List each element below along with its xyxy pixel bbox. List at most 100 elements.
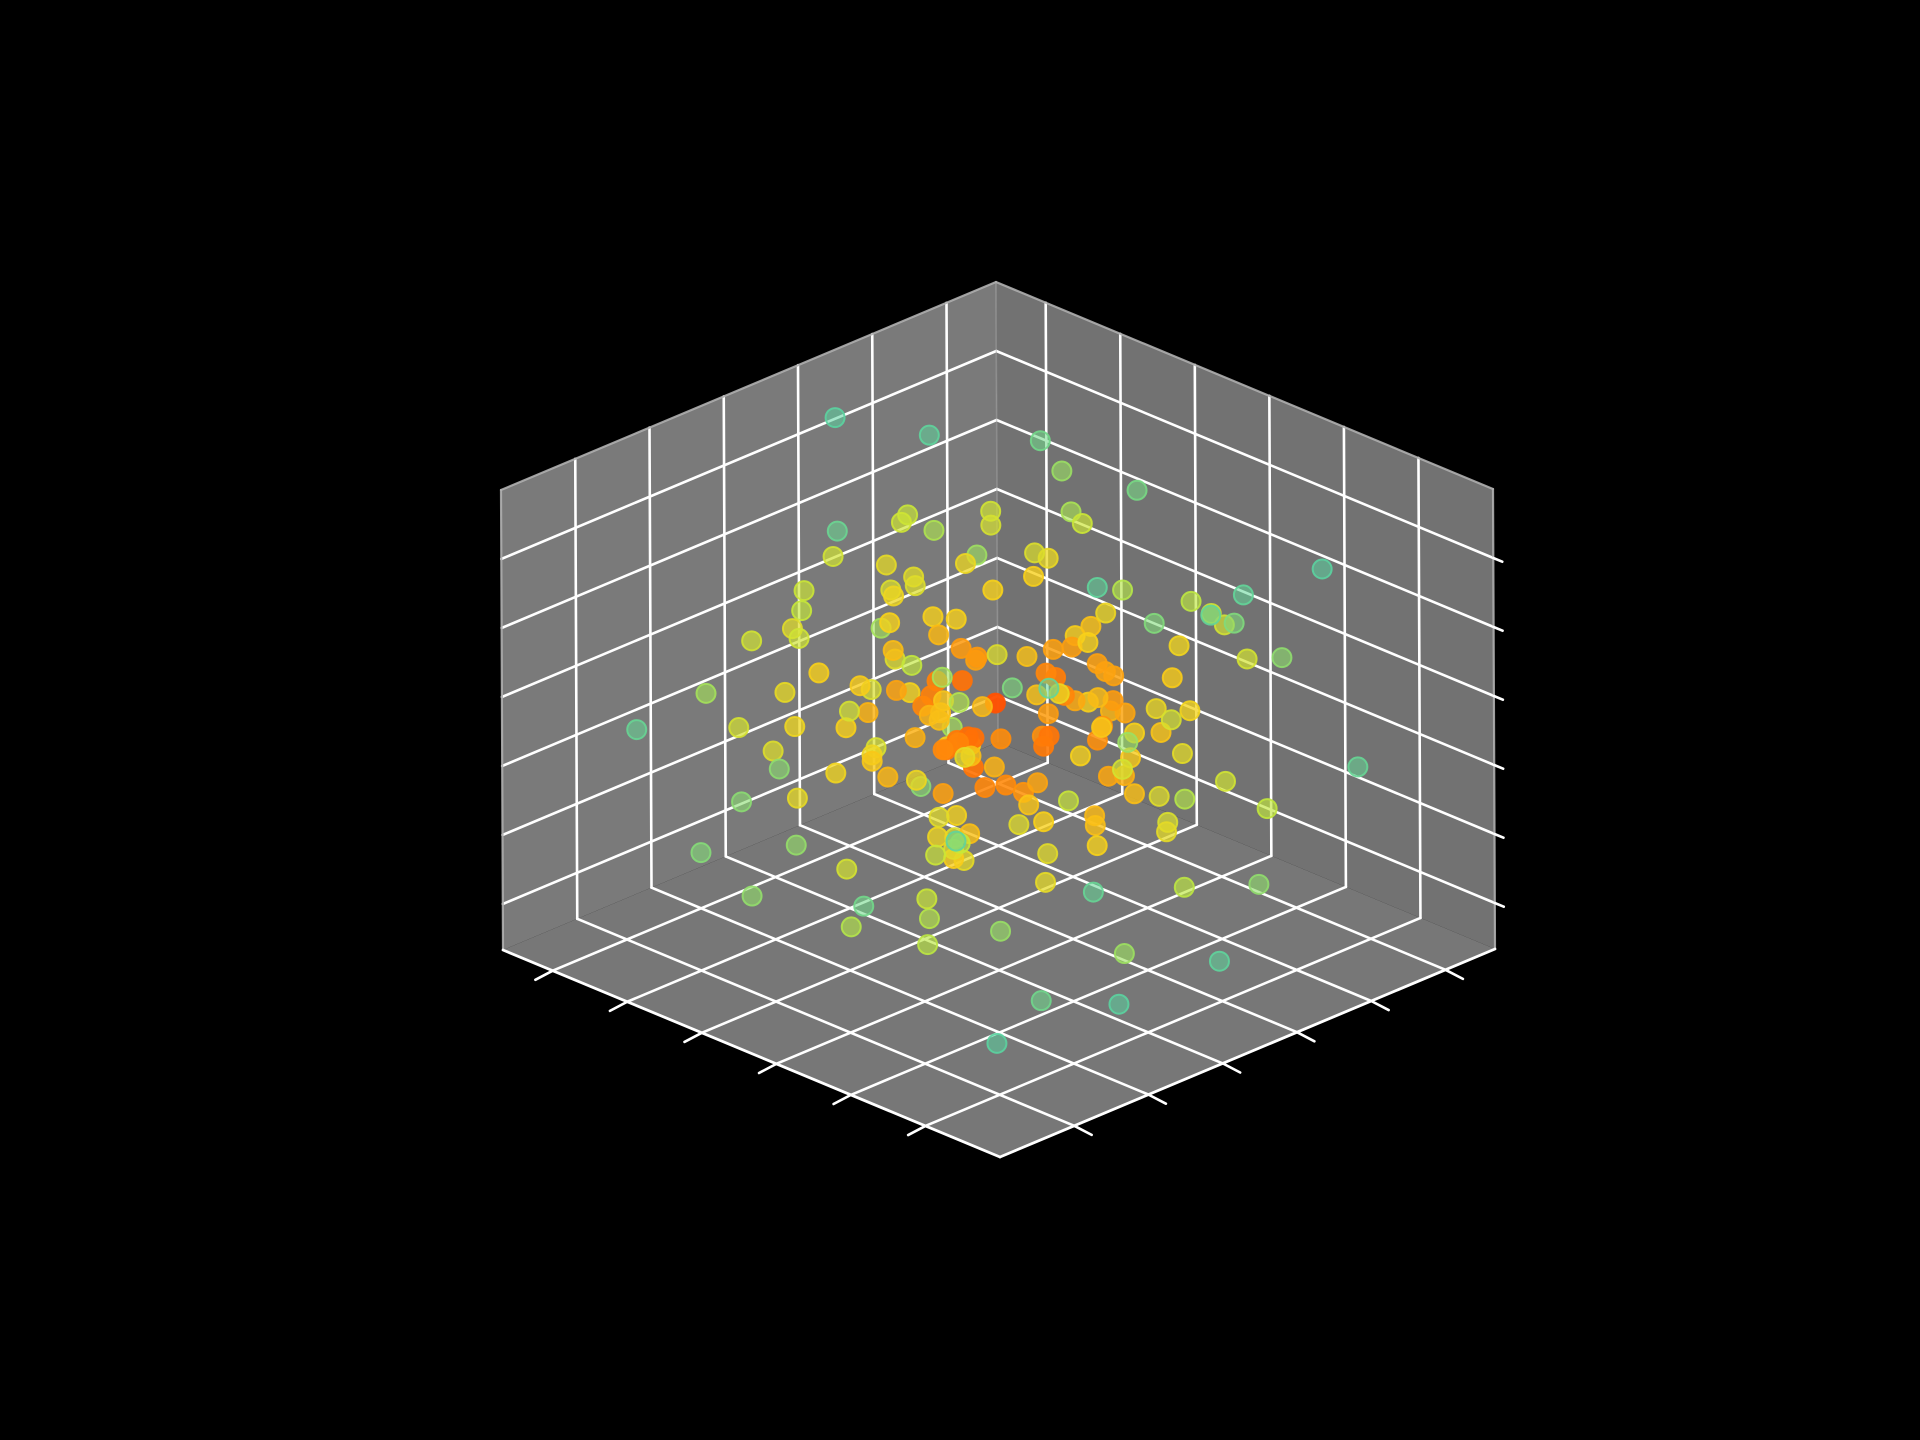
- data-point-119: [1035, 871, 1057, 893]
- grid-floor-x-5: [575, 917, 1076, 1128]
- data-point-171: [690, 842, 712, 864]
- data-point-137: [916, 888, 938, 910]
- data-point-196: [825, 762, 847, 784]
- data-point-3: [774, 681, 796, 703]
- data-point-159: [905, 769, 927, 791]
- grid-right-y-4: [1342, 425, 1348, 889]
- data-point-71: [1038, 677, 1060, 699]
- data-point-163: [1180, 590, 1202, 612]
- tick-x-3: [1221, 1062, 1242, 1074]
- data-point-133: [1086, 653, 1108, 675]
- data-point-161: [1084, 814, 1106, 836]
- data-point-124: [922, 606, 944, 628]
- data-point-141: [1223, 612, 1245, 634]
- data-point-177: [1029, 430, 1051, 452]
- data-point-194: [1008, 814, 1030, 836]
- data-point-87: [1236, 648, 1258, 670]
- data-point-35: [1179, 700, 1201, 722]
- grid-floor-y-4: [849, 885, 1348, 1097]
- data-point-1: [1082, 881, 1104, 903]
- tick-x-2: [1295, 1030, 1316, 1043]
- data-point-103: [1171, 743, 1193, 765]
- grid-right-z-1: [996, 625, 1496, 836]
- data-point-44: [875, 554, 897, 576]
- data-point-193: [954, 552, 976, 574]
- data-point-110: [1030, 990, 1052, 1012]
- grid-floor-x-2: [798, 823, 1299, 1034]
- data-point-147: [1051, 460, 1073, 482]
- data-point-43: [950, 637, 972, 659]
- pane-edge-right-outer: [1491, 487, 1497, 951]
- tick-y-4: [832, 1093, 853, 1106]
- data-point-106: [853, 895, 875, 917]
- grid-floor-y-0: [551, 761, 1049, 973]
- axis-x-front: [501, 948, 1002, 1159]
- data-point-93: [861, 750, 883, 772]
- data-point-192: [695, 682, 717, 704]
- tick-z-2: [1492, 763, 1505, 771]
- grid-right-z-4: [995, 418, 1495, 629]
- data-point-52: [951, 670, 973, 692]
- data-point-56: [1112, 579, 1134, 601]
- data-point-131: [990, 728, 1012, 750]
- data-point-100: [784, 716, 806, 738]
- data-point-174: [1018, 794, 1040, 816]
- data-point-4: [1208, 950, 1230, 972]
- data-point-9: [918, 424, 940, 446]
- data-point-143: [928, 624, 950, 646]
- grid-right-y-5: [1417, 456, 1422, 920]
- data-point-168: [1037, 703, 1059, 725]
- data-point-96: [728, 717, 750, 739]
- data-point-49: [808, 662, 830, 684]
- data-point-54: [1256, 798, 1278, 820]
- data-point-165: [1145, 698, 1167, 720]
- data-point-188: [1311, 558, 1333, 580]
- data-point-160: [946, 804, 968, 826]
- data-point-173: [882, 639, 904, 661]
- tick-x-0: [1444, 968, 1465, 981]
- tick-x-4: [1147, 1093, 1168, 1105]
- data-point-180: [980, 514, 1002, 536]
- data-point-46: [791, 600, 813, 622]
- data-point-38: [1123, 783, 1145, 805]
- data-point-40: [966, 646, 988, 668]
- data-point-189: [923, 519, 945, 541]
- data-point-181: [1024, 542, 1046, 564]
- data-point-139: [1037, 843, 1059, 865]
- data-point-59: [788, 627, 810, 649]
- data-point-130: [785, 834, 807, 856]
- axis-y-front: [998, 947, 1497, 1159]
- tick-y-2: [683, 1031, 704, 1044]
- data-point-170: [1200, 604, 1222, 626]
- data-point-55: [945, 608, 967, 630]
- data-point-146: [1027, 772, 1049, 794]
- data-point-0: [931, 666, 953, 688]
- data-point-98: [1091, 716, 1113, 738]
- data-point-12: [1033, 811, 1055, 833]
- data-point-190: [836, 858, 858, 880]
- data-point-109: [971, 696, 993, 718]
- pane-edge-left-outer: [499, 488, 505, 952]
- data-point-84: [824, 407, 846, 429]
- pane-edge-left-top: [499, 280, 998, 492]
- data-point-132: [1042, 638, 1064, 660]
- data-point-72: [1087, 687, 1109, 709]
- data-point-11: [1148, 785, 1170, 807]
- data-point-195: [1016, 645, 1038, 667]
- data-point-13: [1160, 709, 1182, 731]
- tick-y-0: [534, 969, 555, 982]
- data-point-101: [786, 787, 808, 809]
- grid-floor-x-4: [650, 886, 1150, 1096]
- data-point-37: [890, 511, 912, 533]
- data-point-10: [793, 580, 815, 602]
- tick-x-1: [1369, 999, 1390, 1012]
- data-point-90: [1113, 943, 1135, 965]
- data-point-144: [826, 520, 848, 542]
- data-point-111: [1347, 756, 1369, 778]
- data-point-5: [741, 630, 763, 652]
- data-point-78: [904, 727, 926, 749]
- grid-floor-x-3: [724, 855, 1225, 1065]
- grid-floor-y-2: [700, 823, 1199, 1035]
